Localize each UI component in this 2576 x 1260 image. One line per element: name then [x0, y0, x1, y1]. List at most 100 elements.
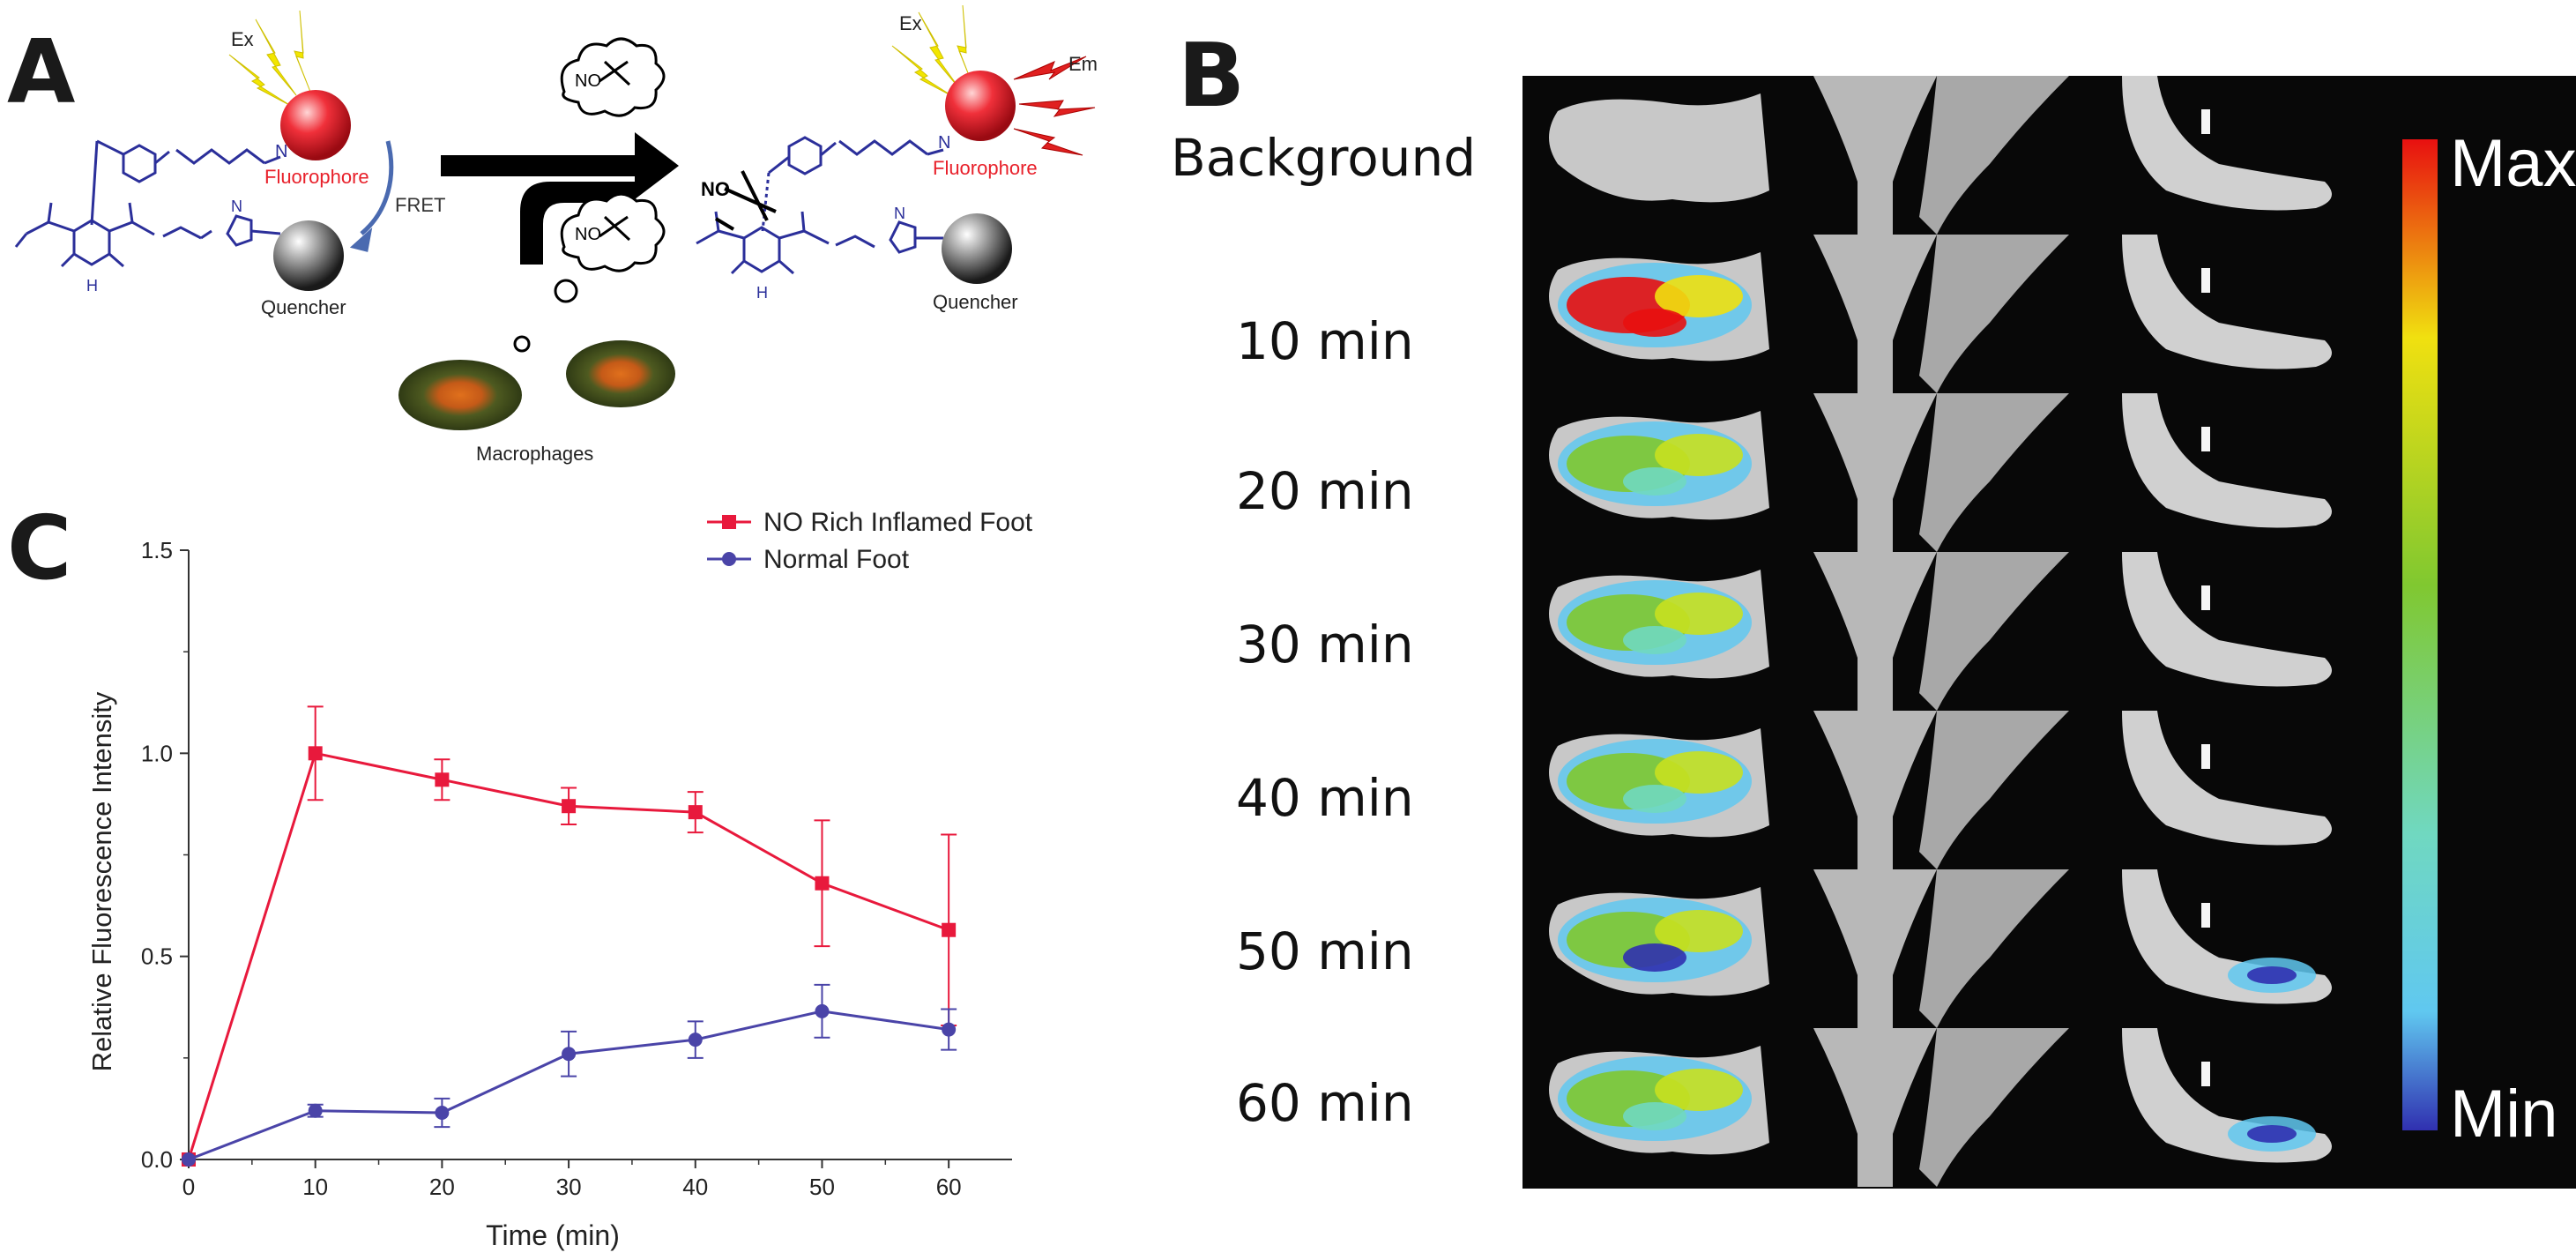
marker-tag	[2201, 268, 2210, 293]
marker-tag	[2201, 427, 2210, 451]
heat-region	[2247, 1125, 2297, 1143]
mouse-body	[1919, 76, 2069, 235]
x-axis-label: Time (min)	[486, 1219, 620, 1251]
left-paw	[1549, 93, 1769, 203]
no-label-bound: NO	[701, 178, 730, 200]
excitation-label: Ex	[231, 28, 254, 50]
macrophages-label: Macrophages	[476, 443, 593, 465]
macrophage-cell	[398, 360, 522, 430]
heat-region	[1623, 467, 1686, 496]
row-label-20: 20 min	[1236, 461, 1414, 521]
y-tick-label: 1.0	[141, 740, 173, 766]
heat-region	[1623, 785, 1686, 813]
panel-label-c: C	[7, 496, 72, 600]
data-point	[562, 1047, 577, 1062]
right-paw	[2122, 76, 2332, 211]
y-tick-label: 1.5	[141, 537, 173, 563]
no-cloud-icon	[513, 37, 666, 353]
mouse-body	[1919, 393, 2069, 552]
excitation-label-right: Ex	[899, 12, 922, 34]
imaging-row-0	[1549, 76, 2332, 235]
cleaved-bond	[714, 170, 777, 231]
row-label-30: 30 min	[1236, 615, 1414, 675]
triazole-n: N	[231, 198, 242, 215]
data-point	[435, 772, 450, 787]
no-label-cloud-1: NO	[575, 71, 601, 91]
mouse-body	[1813, 235, 1937, 393]
heat-region	[1655, 275, 1743, 317]
row-label-60: 60 min	[1236, 1073, 1414, 1133]
fluorophore-sphere	[280, 90, 351, 160]
mouse-body	[1813, 552, 1937, 711]
mouse-body	[1919, 552, 2069, 711]
fluorescence-line-chart: 0 10 20 30 40 50 60 0.0 0.5 1.0 1.5 NO Rich Inflam…	[86, 508, 1033, 1251]
nh-label: N	[275, 142, 287, 161]
emission-bolts	[1013, 56, 1096, 156]
nh-label-right: N	[938, 133, 950, 153]
x-tick-label: 50	[809, 1174, 835, 1200]
marker-tag	[2201, 744, 2210, 769]
row-label-50: 50 min	[1236, 921, 1414, 981]
marker-tag	[2201, 109, 2210, 134]
nh-label-right-lower: H	[756, 284, 768, 302]
mouse-body	[1813, 1028, 1937, 1187]
marker-tag	[2201, 903, 2210, 928]
macrophage-cell	[566, 340, 675, 407]
panel-label-b: B	[1178, 24, 1246, 127]
mouse-body	[1813, 76, 1937, 235]
imaging-row-3	[1549, 552, 2332, 711]
fluorophore-label-right: Fluorophore	[933, 157, 1038, 179]
heat-region	[1623, 1102, 1686, 1130]
panel-label-a: A	[7, 20, 76, 123]
heat-region	[1623, 626, 1686, 654]
row-label-10: 10 min	[1236, 311, 1414, 371]
data-point	[815, 876, 830, 891]
colorbar-min-label: Min	[2450, 1077, 2558, 1152]
heat-region	[1655, 434, 1743, 476]
mouse-body	[1919, 869, 2069, 1028]
data-point	[688, 805, 703, 820]
emission-label: Em	[1068, 53, 1098, 75]
heat-region	[1655, 910, 1743, 952]
colorbar-max-label: Max	[2450, 126, 2576, 201]
quencher-label-right: Quencher	[933, 291, 1018, 313]
fluorophore-sphere-right	[945, 71, 1016, 141]
probe-scheme: N H N Ex Fluorophore FRET Quencher NO NO…	[14, 4, 1098, 465]
data-point	[562, 799, 577, 814]
heat-region	[1655, 593, 1743, 635]
imaging-row-5	[1549, 869, 2332, 1028]
x-tick-label: 30	[556, 1174, 582, 1200]
marker-tag	[2201, 585, 2210, 610]
right-paw	[2122, 711, 2332, 846]
quencher-label: Quencher	[261, 296, 346, 318]
quencher-sphere-right	[942, 213, 1012, 284]
legend-label-normal: Normal Foot	[763, 545, 910, 574]
mouse-body	[1919, 711, 2069, 869]
y-tick-label: 0.5	[141, 943, 173, 970]
data-point	[308, 746, 323, 761]
series-1	[182, 983, 957, 1167]
quencher-sphere	[273, 220, 344, 291]
y-tick-label: 0.0	[141, 1146, 173, 1173]
quenched-probe	[14, 139, 394, 268]
y-axis-label: Relative Fluorescence Intensity	[86, 691, 117, 1071]
data-point	[942, 1022, 957, 1037]
chart-legend: NO Rich Inflamed Foot Normal Foot	[707, 508, 1033, 574]
marker-tag	[2201, 1062, 2210, 1086]
row-label-background: Background	[1171, 128, 1477, 188]
no-label-cloud-2: NO	[575, 225, 601, 244]
mouse-body	[1813, 393, 1937, 552]
x-tick-label: 10	[302, 1174, 328, 1200]
triazole-n-right: N	[894, 205, 905, 222]
data-point	[308, 1103, 323, 1118]
right-paw	[2122, 552, 2332, 687]
data-point	[688, 1033, 703, 1048]
right-paw	[2122, 393, 2332, 528]
series-0	[182, 705, 957, 1167]
data-point	[435, 1106, 450, 1121]
heat-region	[1623, 943, 1686, 972]
mouse-body	[1919, 235, 2069, 393]
legend-label-inflamed: NO Rich Inflamed Foot	[763, 508, 1033, 537]
data-point	[815, 1003, 830, 1018]
fluorescence-image-panel: Max Min	[1523, 76, 2576, 1189]
